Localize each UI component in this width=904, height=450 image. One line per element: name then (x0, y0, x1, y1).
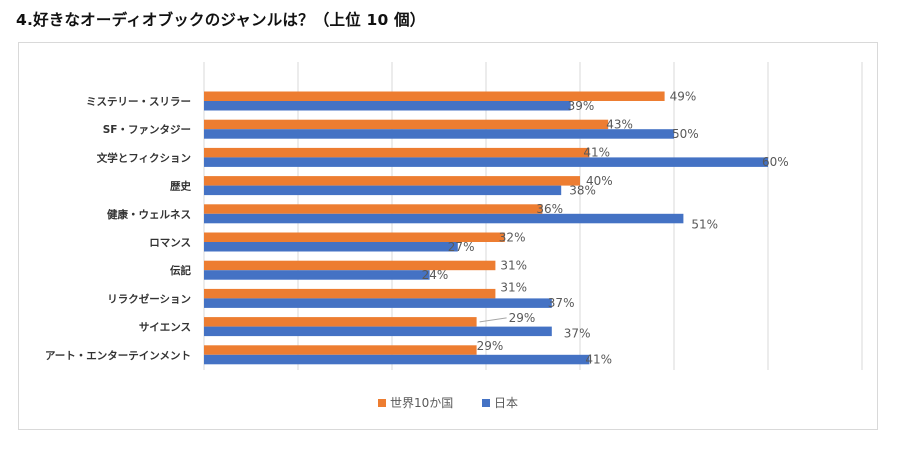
data-label: 50% (672, 127, 699, 141)
bar-world (204, 288, 496, 299)
bar-world (204, 147, 590, 158)
data-label: 29% (509, 311, 536, 325)
data-label: 39% (568, 99, 595, 113)
data-label: 32% (499, 230, 526, 244)
bar-world (204, 317, 477, 327)
data-label: 37% (548, 296, 575, 310)
bar-world (204, 119, 609, 130)
bar-japan (204, 157, 768, 167)
category-label: ロマンス (149, 237, 191, 249)
data-label: 27% (448, 240, 475, 254)
data-label: 41% (583, 146, 610, 160)
bar-japan (204, 298, 552, 308)
bar-japan (204, 326, 552, 337)
data-label: 38% (569, 183, 596, 197)
legend-label: 世界10か国 (390, 396, 453, 410)
label-leader-line (479, 317, 507, 323)
category-label: 健康・ウェルネス (107, 208, 191, 221)
bar-world (204, 176, 580, 186)
data-label: 31% (500, 258, 527, 272)
bar-japan (204, 185, 562, 196)
bar-world (204, 345, 477, 355)
category-label: 伝記 (170, 264, 191, 277)
data-label: 49% (670, 89, 697, 103)
bar-world (204, 232, 505, 242)
data-label: 36% (536, 202, 563, 216)
data-label: 40% (586, 174, 613, 188)
bar-world (204, 91, 665, 101)
bar-world (204, 204, 543, 214)
category-label: 文学とフィクション (96, 151, 191, 164)
category-label: リラクゼーション (107, 292, 191, 305)
bar-japan (204, 354, 590, 365)
bar-japan (204, 101, 571, 111)
bar-japan (204, 270, 430, 280)
legend-swatch-world (378, 399, 386, 407)
data-label: 29% (477, 339, 504, 353)
bar-world (204, 260, 496, 271)
data-label: 37% (564, 326, 591, 340)
category-label: アート・エンターテインメント (45, 350, 191, 362)
data-label: 43% (606, 117, 633, 131)
data-label: 31% (500, 281, 527, 295)
data-label: 51% (691, 218, 718, 232)
category-label: サイエンス (139, 322, 191, 334)
category-label: SF・ファンタジー (103, 124, 191, 136)
legend-label: 日本 (494, 396, 518, 410)
data-label: 41% (585, 353, 612, 367)
bar-japan (204, 129, 674, 139)
data-label: 24% (422, 268, 449, 282)
bar-japan (204, 242, 458, 252)
legend-swatch-japan (482, 399, 490, 407)
page-title: 4.好きなオーディオブックのジャンルは？（上位 10 個） (16, 11, 426, 29)
data-label: 60% (762, 155, 789, 169)
category-label: ミステリー・スリラー (86, 96, 191, 108)
bar-japan (204, 213, 684, 224)
category-label: 歴史 (170, 180, 191, 193)
